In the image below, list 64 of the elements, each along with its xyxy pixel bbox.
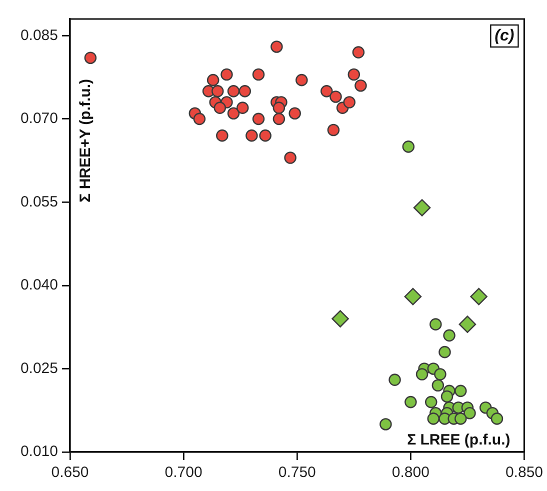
point <box>259 129 272 142</box>
point <box>404 396 417 408</box>
point <box>252 68 265 81</box>
point <box>413 199 431 216</box>
point <box>443 329 456 342</box>
point <box>343 96 356 108</box>
point <box>84 52 97 64</box>
point <box>272 112 286 126</box>
point <box>206 74 220 86</box>
point <box>348 68 360 81</box>
x-tick-label: 0.700 <box>164 464 202 482</box>
point <box>288 107 301 120</box>
point <box>490 412 504 425</box>
point <box>320 85 333 98</box>
point <box>388 374 401 386</box>
annotation: (c) <box>494 27 514 44</box>
point <box>352 46 365 58</box>
point <box>424 396 438 408</box>
point <box>272 102 286 114</box>
point <box>430 318 442 330</box>
point <box>354 79 367 92</box>
y-tick-label: 0.025 <box>20 360 58 377</box>
point <box>246 129 258 142</box>
point <box>332 310 349 328</box>
point <box>216 129 228 142</box>
point <box>432 379 444 392</box>
y-tick-label: 0.010 <box>20 443 58 460</box>
point <box>270 40 283 53</box>
x-tick-label: 0.850 <box>505 464 544 482</box>
x-axis-title: Σ LREE (p.f.u.) <box>407 432 510 449</box>
point <box>427 412 440 425</box>
point <box>454 412 467 425</box>
point <box>470 288 488 306</box>
point <box>284 152 296 164</box>
point <box>458 316 476 333</box>
y-axis-title: Σ HREE+Y (p.f.u.) <box>77 79 94 202</box>
point <box>236 102 249 114</box>
y-tick-label: 0.055 <box>20 193 58 210</box>
point <box>220 68 233 81</box>
x-tick-label: 0.750 <box>278 464 316 482</box>
point <box>227 85 240 98</box>
x-tick-label: 0.650 <box>51 464 89 482</box>
point <box>416 368 428 380</box>
point <box>193 112 206 126</box>
point <box>464 406 476 420</box>
point <box>438 346 451 358</box>
point <box>380 418 392 430</box>
point <box>296 74 308 86</box>
point <box>434 368 446 380</box>
point <box>227 107 240 120</box>
point <box>211 85 224 98</box>
point <box>238 85 252 98</box>
y-tick-label: 0.040 <box>20 276 58 294</box>
point <box>327 124 340 136</box>
point <box>404 288 422 306</box>
point <box>402 140 415 153</box>
point <box>252 112 265 126</box>
y-tick-label: 0.070 <box>20 110 58 128</box>
x-tick-label: 0.800 <box>392 464 430 482</box>
point <box>214 102 226 114</box>
point <box>454 384 467 398</box>
y-tick-label: 0.085 <box>20 26 58 44</box>
point <box>440 390 454 403</box>
point <box>330 90 342 103</box>
